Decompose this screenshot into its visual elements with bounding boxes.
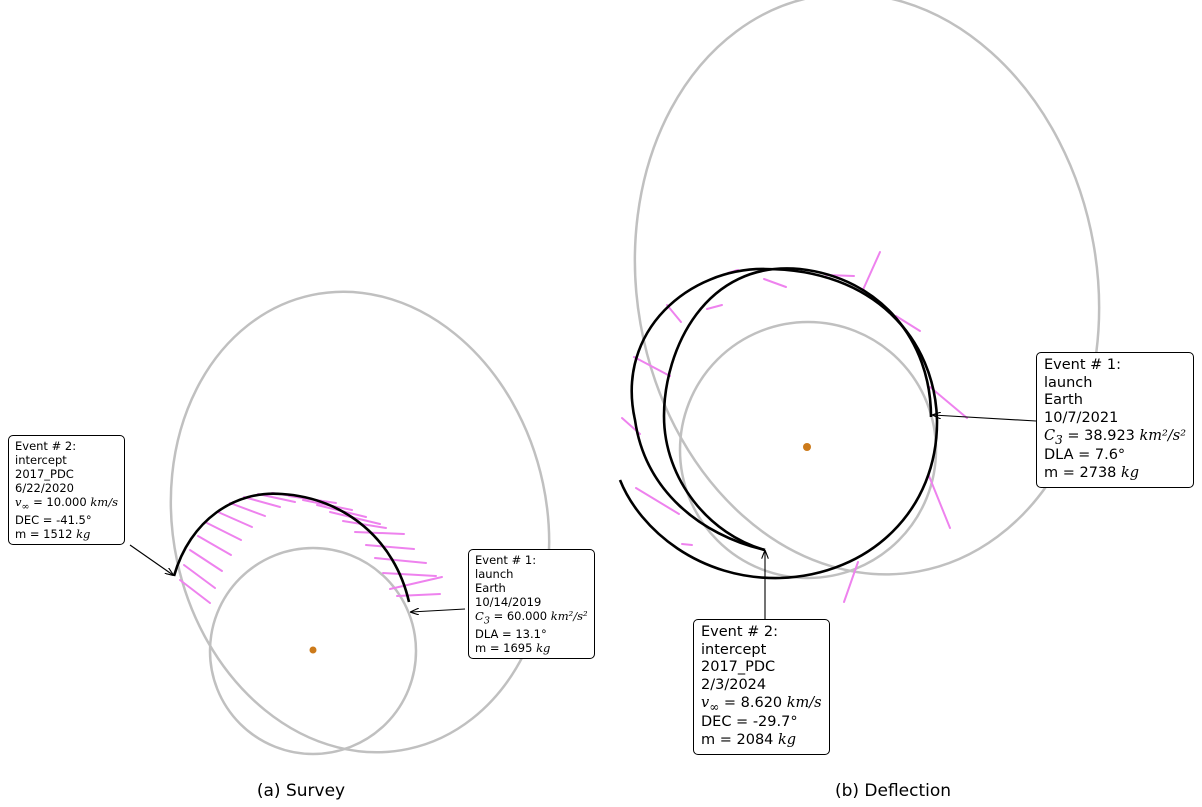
event-2-annotation: Event # 2: intercept 2017_PDC 6/22/2020 …	[8, 435, 125, 546]
arrow-event-2	[129, 544, 173, 575]
event-c3: C3 = 60.000 km²/s²	[475, 609, 588, 627]
transfer-trajectory	[172, 492, 411, 603]
caption-survey: (a) Survey	[256, 781, 346, 801]
asteroid-orbit	[633, 0, 1101, 576]
event-mass: m = 1695 kg	[475, 641, 551, 656]
caption-deflection: (b) Deflection	[834, 781, 952, 801]
transfer-trajectory-revolution-1	[662, 267, 933, 552]
event-dec: DEC = -29.7°	[701, 714, 798, 731]
event-vinf: v∞ = 8.620 km/s	[701, 694, 822, 714]
earth-orbit	[208, 546, 418, 756]
event-dec: DEC = -41.5°	[15, 513, 92, 528]
event-body: Earth	[475, 581, 506, 596]
event-type: intercept	[15, 453, 67, 468]
event-mass: m = 1512 kg	[15, 527, 91, 542]
event-type: launch	[1044, 374, 1093, 391]
sun	[803, 443, 811, 451]
transfer-trajectory-revolution-2	[618, 267, 939, 580]
event-1-annotation: Event # 1: launch Earth 10/7/2021 C3 = 3…	[1036, 352, 1195, 488]
sun	[309, 646, 317, 654]
arrow-event-1	[933, 415, 1037, 422]
panel-b-deflection	[618, 0, 1101, 619]
event-dla: DLA = 7.6°	[1044, 447, 1126, 464]
event-title: Event # 2:	[15, 439, 77, 453]
event-body: 2017_PDC	[701, 659, 776, 676]
event-1-annotation: Event # 1: launch Earth 10/14/2019 C3 = …	[468, 549, 595, 660]
event-2-annotation: Event # 2: intercept 2017_PDC 2/3/2024 v…	[693, 619, 830, 755]
event-body: 2017_PDC	[15, 467, 74, 482]
event-type: intercept	[701, 641, 767, 658]
event-title: Event # 1:	[1044, 357, 1122, 373]
event-mass: m = 2738 kg	[1044, 465, 1140, 482]
event-date: 6/22/2020	[15, 481, 74, 496]
event-c3: C3 = 38.923 km²/s²	[1044, 427, 1187, 447]
arrow-event-1	[411, 609, 466, 612]
event-body: Earth	[1044, 392, 1083, 409]
event-mass: m = 2084 kg	[701, 732, 797, 749]
event-date: 2/3/2024	[701, 677, 767, 694]
panel-a-survey	[129, 290, 551, 756]
event-dla: DLA = 13.1°	[475, 627, 547, 642]
event-date: 10/7/2021	[1044, 410, 1119, 427]
event-title: Event # 2:	[701, 624, 779, 640]
event-type: launch	[475, 567, 514, 582]
asteroid-orbit	[169, 290, 551, 754]
event-date: 10/14/2019	[475, 595, 542, 610]
event-vinf: v∞ = 10.000 km/s	[15, 495, 118, 513]
event-title: Event # 1:	[475, 553, 537, 567]
